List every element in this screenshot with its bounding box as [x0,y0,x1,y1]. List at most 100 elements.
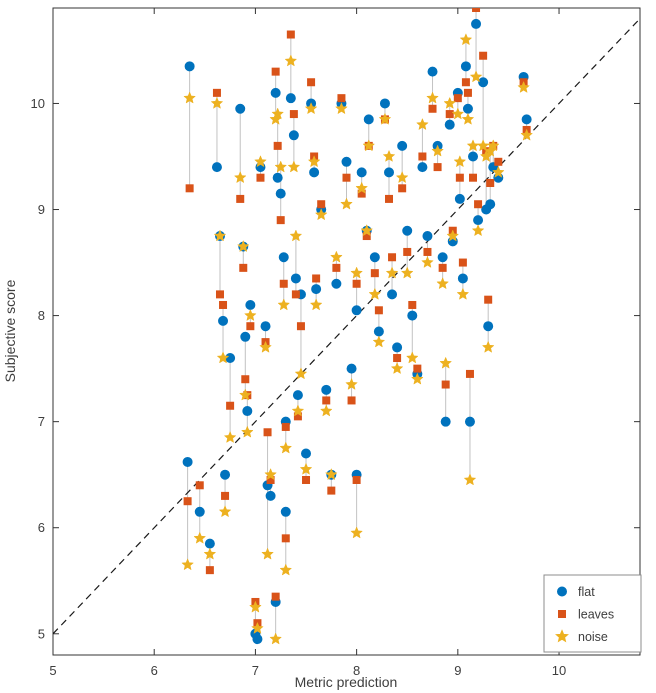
data-point-leaves [374,306,383,315]
data-point-leaves [241,375,250,384]
data-point-flat [292,390,303,401]
y-tick-label: 8 [38,308,45,323]
data-point-leaves [388,253,397,262]
data-point-noise [520,128,533,141]
data-point-leaves [212,88,221,97]
data-point-noise [517,80,530,93]
data-point-flat [387,289,398,300]
data-point-noise [491,165,505,178]
data-point-leaves [239,263,248,272]
data-point-flat [242,406,253,417]
data-point-flat [265,490,276,501]
data-point-flat [483,321,494,332]
y-axis-label: Subjective score [2,279,18,382]
data-point-flat [397,140,408,151]
data-point-noise [479,149,493,162]
data-point-flat [194,506,205,517]
data-point-noise [345,377,358,390]
data-point-flat [184,61,195,72]
data-point-noise [289,229,303,242]
data-point-noise [294,367,308,380]
data-point-flat [407,310,418,321]
data-point-leaves [438,263,447,272]
identity-line [53,17,640,635]
data-point-noise [426,91,439,104]
data-point-flat [252,634,263,645]
x-tick-label: 6 [151,663,158,678]
data-point-flat [440,416,451,427]
data-point-flat [204,538,215,549]
y-tick-label: 10 [31,96,45,111]
data-point-flat [240,331,251,342]
data-point-noise [378,112,392,125]
data-point-noise [395,171,409,184]
data-point-leaves [289,110,298,119]
data-point-leaves [236,194,245,203]
data-point-noise [299,462,313,475]
legend-marker-noise [555,629,569,643]
data-point-noise [461,112,475,125]
data-point-flat [260,321,271,332]
data-point-flat [341,156,352,167]
data-point-leaves [195,481,204,490]
data-point-noise [277,298,291,311]
data-point-leaves [453,94,462,103]
data-point-leaves [347,396,356,405]
data-point-flat [235,103,246,114]
data-point-leaves [352,475,361,484]
data-point-noise [210,96,224,109]
legend-marker-leaves [558,610,566,618]
data-point-noise [411,372,424,385]
data-point-noise [382,149,396,162]
data-point-leaves [183,497,192,506]
data-point-leaves [393,354,402,363]
data-point-flat [218,315,229,326]
data-point-noise [463,473,477,486]
x-tick-label: 8 [353,663,360,678]
data-point-noise [456,287,470,300]
data-point-leaves [263,428,272,437]
data-point-noise [471,224,485,237]
data-point-noise [446,229,460,242]
data-point-leaves [433,163,442,172]
x-tick-label: 9 [454,663,461,678]
data-point-noise [287,160,301,173]
data-point-noise [213,229,227,242]
data-point-noise [218,505,232,518]
data-point-flat [373,326,384,337]
data-point-noise [244,308,257,321]
data-point-noise [355,181,369,194]
data-point-flat [278,252,289,263]
data-point-noise [240,425,254,438]
data-point-flat [321,384,332,395]
data-point-noise [307,155,321,168]
data-point-leaves [279,279,288,288]
data-point-noise [223,430,237,443]
data-point-noise [203,547,217,560]
data-point-flat [468,151,479,162]
plot-content [53,8,640,645]
data-point-leaves [423,247,432,256]
data-point-flat [379,98,390,109]
data-point-noise [291,404,305,417]
data-point-noise [181,558,194,571]
data-point-leaves [484,295,493,304]
data-point-noise [279,441,293,454]
data-point-leaves [385,194,394,203]
data-point-leaves [276,216,285,225]
data-point-flat [285,93,296,104]
data-point-noise [304,102,318,115]
identity-reference-line [53,17,640,635]
y-tick-label: 5 [38,626,45,641]
data-point-leaves [370,269,379,278]
y-tick-label: 6 [38,520,45,535]
data-point-leaves [494,157,503,166]
data-point-leaves [271,592,280,601]
data-point-flat [478,77,489,88]
data-point-leaves [302,475,311,484]
data-point-flat [392,342,403,353]
data-point-noise [340,197,353,210]
data-point-flat [444,119,455,130]
